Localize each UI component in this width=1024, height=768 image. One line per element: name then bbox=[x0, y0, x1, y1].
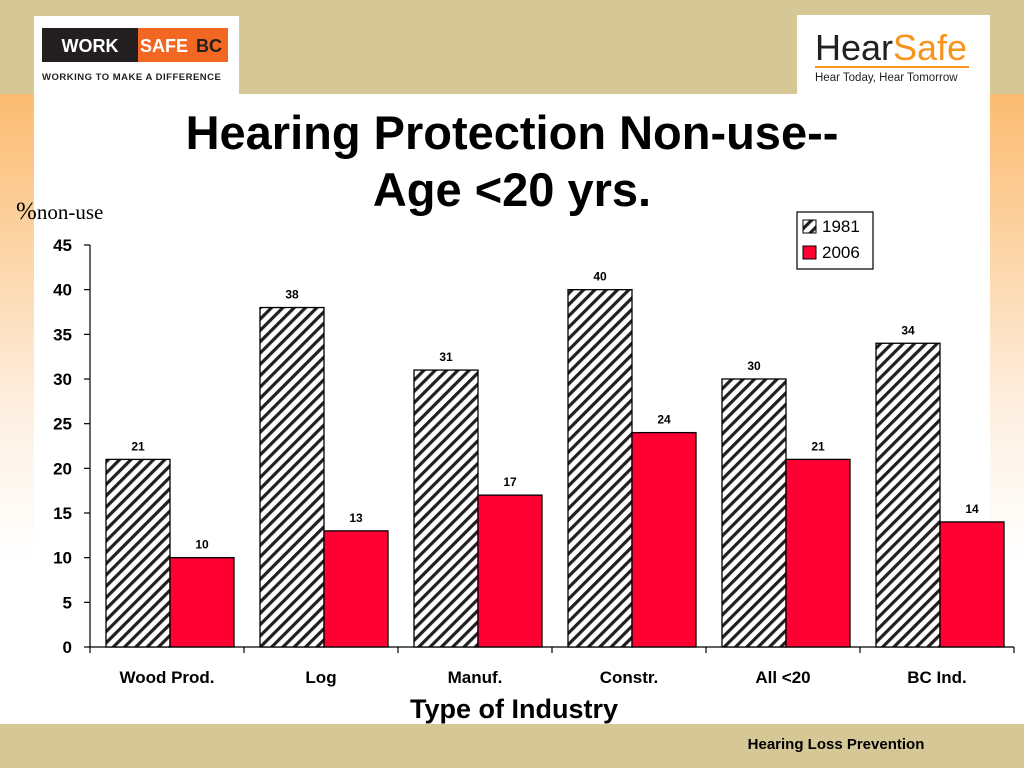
data-label: 31 bbox=[439, 350, 453, 364]
y-tick-label: 5 bbox=[63, 593, 72, 612]
logo-right-part2: Safe bbox=[893, 27, 967, 68]
bar-1981-0 bbox=[105, 458, 171, 648]
data-label: 10 bbox=[195, 538, 209, 552]
logo-right-tagline: Hear Today, Hear Tomorrow bbox=[815, 72, 958, 84]
legend-label-2006: 2006 bbox=[822, 243, 860, 262]
y-axis-label-symbol: % bbox=[16, 198, 37, 225]
data-label: 24 bbox=[657, 413, 671, 427]
bar-1981-3 bbox=[567, 289, 633, 648]
bar-1981-4 bbox=[721, 378, 787, 648]
logo-right-part1: Hear bbox=[815, 27, 893, 68]
data-label: 14 bbox=[965, 502, 979, 516]
data-label: 21 bbox=[811, 439, 825, 453]
y-tick-label: 10 bbox=[53, 549, 72, 568]
bar-2006-0 bbox=[169, 557, 235, 648]
bar-1981-2 bbox=[413, 369, 479, 648]
logo-left-part3: BC bbox=[196, 36, 222, 56]
legend-swatch-2006 bbox=[802, 245, 817, 260]
data-label: 38 bbox=[285, 288, 299, 302]
legend-swatch-1981 bbox=[802, 219, 817, 234]
hearsafe-logo-mark: Hear Safe Hear Today, Hear Tomorrow bbox=[815, 27, 969, 84]
x-tick-label: Log bbox=[305, 668, 336, 687]
x-tick-label: BC Ind. bbox=[907, 668, 967, 687]
bar-1981-5 bbox=[875, 342, 941, 648]
y-axis-label-text: non-use bbox=[36, 200, 104, 224]
data-label: 34 bbox=[901, 323, 915, 337]
data-label: 13 bbox=[349, 511, 363, 525]
bar-2006-1 bbox=[323, 530, 389, 648]
logo-left-part1: WORK bbox=[62, 36, 119, 56]
y-tick-label: 35 bbox=[53, 325, 72, 344]
bar-2006-4 bbox=[785, 458, 851, 648]
x-tick-label: Constr. bbox=[600, 668, 659, 687]
data-label: 30 bbox=[747, 359, 761, 373]
footer-text: Hearing Loss Prevention bbox=[747, 736, 925, 753]
bar-1981-1 bbox=[259, 306, 325, 648]
page-title: Hearing Protection Non-use-- Age <20 yrs… bbox=[40, 104, 984, 218]
y-axis-label: %non-use bbox=[16, 198, 103, 226]
y-tick-label: 25 bbox=[53, 415, 72, 434]
bar-2006-5 bbox=[939, 521, 1005, 648]
y-tick-label: 40 bbox=[53, 281, 72, 300]
footer-band bbox=[0, 724, 1024, 768]
legend-label-1981: 1981 bbox=[822, 217, 860, 236]
bar-2006-3 bbox=[631, 431, 697, 648]
data-label: 17 bbox=[503, 475, 517, 489]
title-line-1: Hearing Protection Non-use-- bbox=[185, 106, 839, 159]
x-tick-label: Manuf. bbox=[448, 668, 503, 687]
x-tick-label: Wood Prod. bbox=[119, 668, 214, 687]
y-tick-label: 0 bbox=[63, 638, 72, 657]
hearsafe-logo: Hear Safe Hear Today, Hear Tomorrow bbox=[797, 15, 990, 94]
x-tick-label: All <20 bbox=[755, 668, 810, 687]
data-label: 40 bbox=[593, 270, 607, 284]
worksafebc-logo-mark: WORK SAFE BC WORKING TO MAKE A DIFFERENC… bbox=[42, 28, 228, 83]
logo-left-part2: SAFE bbox=[140, 36, 188, 56]
y-tick-label: 15 bbox=[53, 504, 72, 523]
worksafebc-logo: WORK SAFE BC WORKING TO MAKE A DIFFERENC… bbox=[34, 16, 239, 94]
x-axis-title: Type of Industry bbox=[410, 694, 618, 724]
data-label: 21 bbox=[131, 439, 145, 453]
y-tick-label: 20 bbox=[53, 459, 72, 478]
y-tick-label: 30 bbox=[53, 370, 72, 389]
y-tick-label: 45 bbox=[53, 236, 72, 255]
logo-left-tagline: WORKING TO MAKE A DIFFERENCE bbox=[42, 72, 221, 83]
title-line-2: Age <20 yrs. bbox=[372, 163, 652, 216]
bar-2006-2 bbox=[477, 494, 543, 648]
